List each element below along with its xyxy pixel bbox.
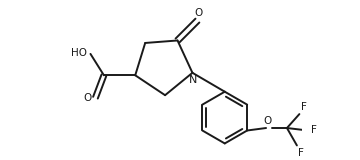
Text: F: F: [301, 102, 307, 112]
Text: O: O: [194, 8, 203, 18]
Text: HO: HO: [71, 48, 86, 58]
Text: O: O: [83, 93, 91, 103]
Text: N: N: [189, 75, 198, 85]
Text: F: F: [298, 148, 304, 158]
Text: O: O: [264, 116, 272, 126]
Text: F: F: [311, 125, 317, 136]
